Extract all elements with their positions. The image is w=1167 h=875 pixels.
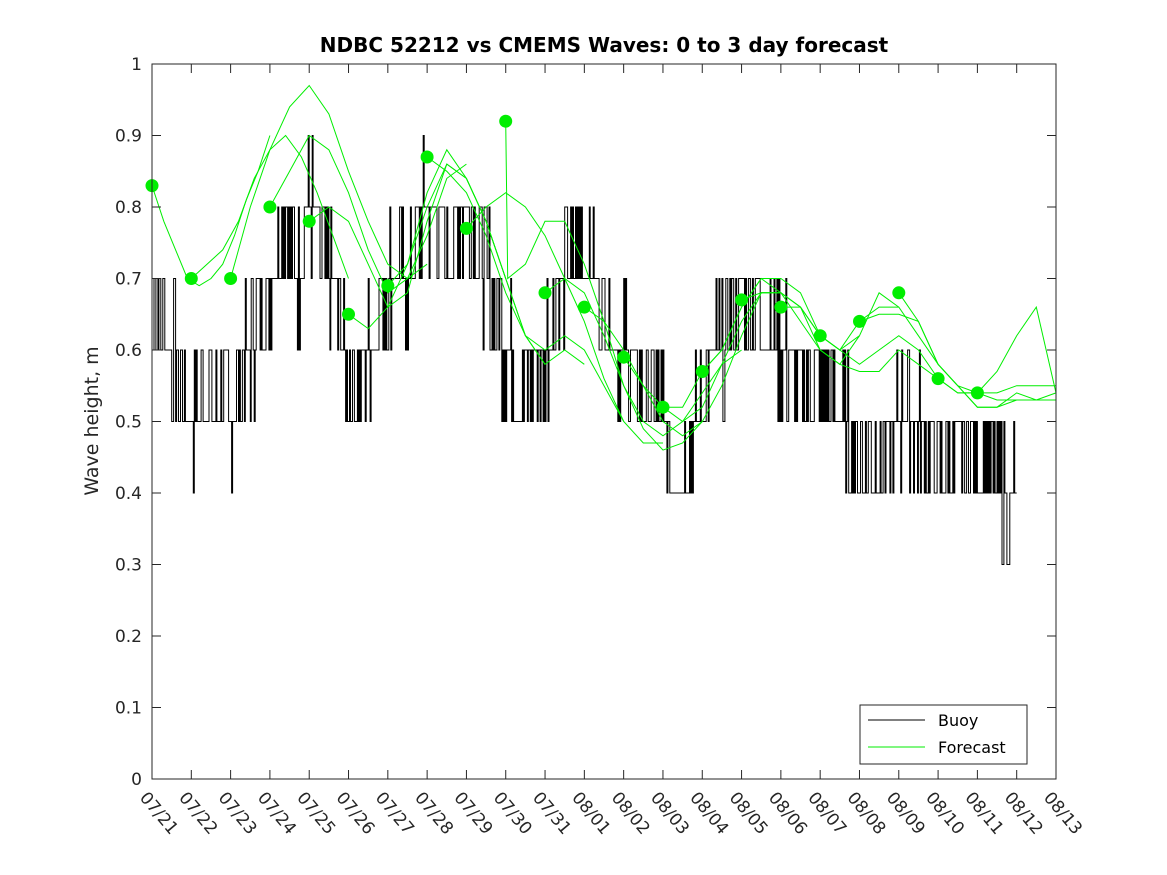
forecast-marker-12	[617, 350, 631, 364]
buoy-line	[152, 135, 1017, 565]
forecast-marker-17	[813, 329, 827, 343]
y-tick-label-1: 0.1	[115, 699, 142, 719]
y-tick-label-4: 0.4	[115, 484, 142, 504]
forecast-line-15	[741, 292, 939, 380]
forecast-line-2	[230, 84, 428, 280]
y-tick-label-2: 0.2	[115, 627, 142, 647]
forecast-line-3	[269, 134, 467, 294]
forecast-marker-13	[656, 400, 670, 414]
forecast-line-11	[584, 292, 781, 437]
forecast-marker-1	[184, 272, 198, 285]
legend-label-buoy: Buoy	[938, 711, 978, 730]
chart-title: NDBC 52212 vs CMEMS Waves: 0 to 3 day fo…	[320, 33, 889, 57]
forecast-line-14	[701, 278, 900, 372]
forecast-line-9	[505, 121, 703, 451]
forecast-marker-9	[499, 114, 513, 128]
y-tick-label-3: 0.3	[115, 556, 142, 576]
forecast-marker-16	[774, 300, 788, 314]
forecast-marker-19	[892, 286, 906, 300]
y-tick-label-5: 0.5	[115, 413, 142, 433]
forecast-marker-5	[342, 307, 355, 321]
legend-box	[859, 704, 1028, 765]
legend: Buoy Forecast	[859, 704, 1028, 765]
forecast-line-21	[977, 392, 1057, 401]
forecast-line-20	[937, 378, 1056, 394]
legend-label-forecast: Forecast	[938, 738, 1006, 757]
forecast-line-6	[387, 148, 585, 366]
forecast-marker-10	[538, 286, 552, 300]
forecast-marker-18	[853, 314, 866, 328]
forecast-line-7	[426, 156, 625, 422]
y-tick-label-0: 0	[131, 770, 142, 790]
forecast-marker-20	[931, 372, 945, 386]
forecast-marker-3	[263, 200, 277, 214]
forecast-marker-6	[381, 279, 395, 293]
forecast-marker-4	[302, 214, 316, 228]
forecast-marker-8	[459, 221, 473, 235]
data-layer	[145, 84, 1057, 565]
y-tick-label-8: 0.8	[115, 198, 142, 218]
forecast-line-10	[544, 277, 742, 437]
y-tick-label-6: 0.6	[115, 341, 142, 361]
y-tick-label-10: 1	[131, 55, 142, 75]
forecast-marker-21	[970, 386, 984, 400]
forecast-marker-15	[735, 293, 749, 307]
forecast-marker-7	[420, 150, 434, 164]
forecast-marker-11	[577, 300, 591, 314]
y-tick-label-9: 0.9	[115, 127, 142, 147]
y-tick-label-7: 0.7	[115, 270, 142, 290]
forecast-marker-2	[224, 272, 238, 285]
y-axis-label: Wave height, m	[81, 346, 103, 495]
forecast-marker-14	[695, 365, 709, 378]
